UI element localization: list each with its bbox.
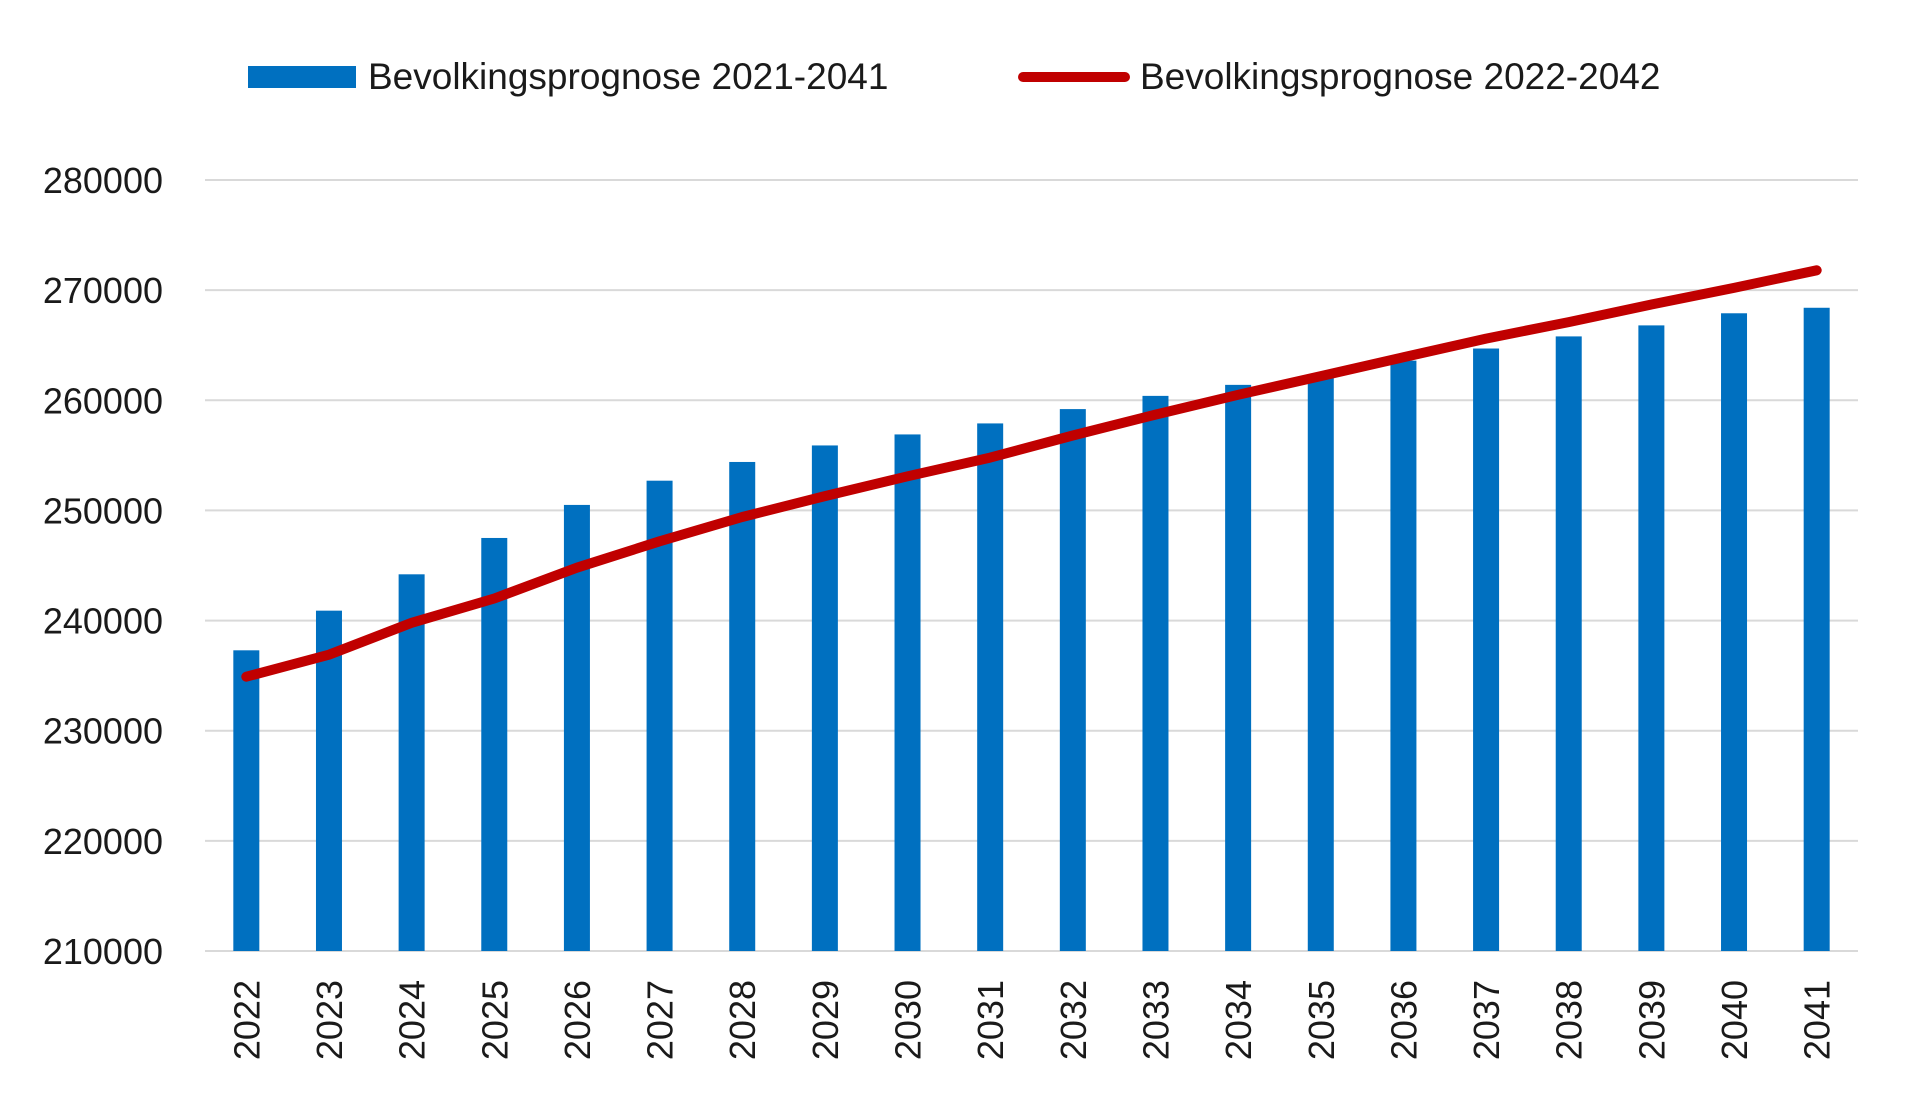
y-tick-label: 270000 bbox=[43, 270, 163, 311]
bar bbox=[315, 610, 342, 951]
x-tick-label: 2037 bbox=[1466, 980, 1507, 1060]
bar bbox=[1803, 307, 1830, 951]
legend-swatch-bars bbox=[248, 66, 356, 88]
y-tick-label: 250000 bbox=[43, 490, 163, 531]
x-tick-label: 2025 bbox=[474, 980, 515, 1060]
bar bbox=[1307, 374, 1334, 951]
y-tick-label: 230000 bbox=[43, 711, 163, 752]
bar bbox=[481, 537, 508, 951]
x-tick-label: 2022 bbox=[226, 980, 267, 1060]
x-tick-label: 2036 bbox=[1383, 980, 1424, 1060]
y-tick-label: 240000 bbox=[43, 601, 163, 642]
bar bbox=[563, 504, 590, 951]
legend-swatch-line bbox=[1018, 72, 1130, 82]
bar bbox=[1225, 384, 1252, 951]
bar bbox=[1638, 325, 1665, 952]
x-tick-label: 2040 bbox=[1714, 980, 1755, 1060]
line-series bbox=[241, 265, 1822, 682]
x-tick-label: 2029 bbox=[805, 980, 846, 1060]
bar bbox=[1555, 336, 1582, 952]
x-tick-label: 2041 bbox=[1797, 980, 1838, 1060]
y-tick-label: 260000 bbox=[43, 380, 163, 421]
legend-item-line: Bevolkingsprognose 2022-2042 bbox=[1018, 52, 1660, 102]
bar bbox=[233, 650, 260, 951]
x-tick-label: 2023 bbox=[309, 980, 350, 1060]
x-tick-label: 2038 bbox=[1549, 980, 1590, 1060]
chart-legend: Bevolkingsprognose 2021-2041 Bevolkingsp… bbox=[0, 52, 1919, 102]
y-tick-label: 210000 bbox=[43, 931, 163, 972]
y-tick-label: 280000 bbox=[43, 160, 163, 201]
x-tick-label: 2030 bbox=[888, 980, 929, 1060]
x-tick-label: 2035 bbox=[1301, 980, 1342, 1060]
bar bbox=[1721, 313, 1748, 952]
x-tick-label: 2026 bbox=[557, 980, 598, 1060]
bar bbox=[1473, 348, 1500, 952]
x-tick-label: 2028 bbox=[722, 980, 763, 1060]
bar bbox=[894, 434, 921, 951]
legend-label-line: Bevolkingsprognose 2022-2042 bbox=[1140, 56, 1661, 97]
bar bbox=[1059, 409, 1086, 951]
bar bbox=[646, 480, 673, 951]
legend-item-bars: Bevolkingsprognose 2021-2041 bbox=[248, 52, 888, 102]
bar bbox=[977, 423, 1004, 951]
bar bbox=[1142, 395, 1169, 951]
bar bbox=[811, 445, 838, 951]
legend-label-bars: Bevolkingsprognose 2021-2041 bbox=[368, 56, 889, 97]
x-tick-label: 2032 bbox=[1053, 980, 1094, 1060]
y-tick-label: 220000 bbox=[43, 821, 163, 862]
bar bbox=[729, 461, 756, 951]
x-tick-label: 2034 bbox=[1218, 980, 1259, 1060]
x-tick-label: 2039 bbox=[1631, 980, 1672, 1060]
x-tick-label: 2031 bbox=[970, 980, 1011, 1060]
x-tick-label: 2033 bbox=[1135, 980, 1176, 1060]
bar bbox=[1390, 360, 1417, 951]
bar bbox=[398, 574, 425, 951]
x-tick-label: 2027 bbox=[640, 980, 681, 1060]
x-tick-label: 2024 bbox=[392, 980, 433, 1060]
